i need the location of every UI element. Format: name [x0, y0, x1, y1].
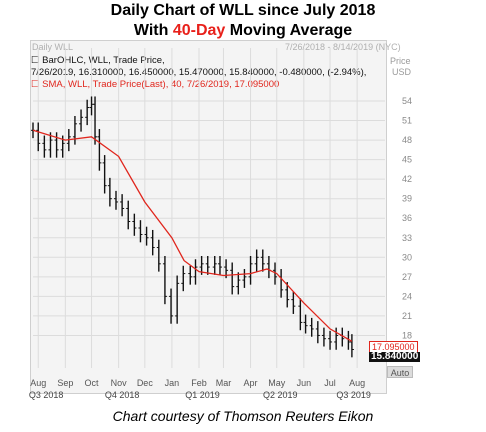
y-tick-label: 18	[402, 330, 412, 340]
quarter-label: Q4 2018	[105, 390, 140, 400]
y-tick-label: 54	[402, 96, 412, 106]
quarter-label: Q3 2018	[29, 390, 64, 400]
subtitle-post: Moving Average	[225, 22, 353, 39]
sma-line	[32, 129, 353, 342]
date-range: 7/26/2018 - 8/14/2019 (NYC)	[285, 42, 401, 52]
y-tick-label: 24	[402, 291, 412, 301]
quarter-label: Q2 2019	[263, 390, 298, 400]
y-tick-label: 21	[402, 311, 412, 321]
price-axis-label: Price	[390, 56, 411, 66]
y-tick-label: 51	[402, 116, 412, 126]
x-tick-label: Feb	[191, 378, 207, 388]
x-tick-label: Aug	[349, 378, 365, 388]
y-tick-label: 27	[402, 272, 412, 282]
subtitle-highlight: 40-Day	[172, 22, 226, 39]
x-tick-label: Jun	[297, 378, 312, 388]
x-tick-label: Jul	[324, 378, 336, 388]
y-tick-label: 30	[402, 252, 412, 262]
legend-ohlc-name: ☐ BarOHLC, WLL, Trade Price,	[31, 55, 165, 66]
y-tick-label: 42	[402, 174, 412, 184]
x-tick-label: Oct	[85, 378, 100, 388]
y-tick-label: 39	[402, 194, 412, 204]
quarter-label: Q3 2019	[336, 390, 371, 400]
x-tick-label: Jan	[165, 378, 180, 388]
y-tick-label: 45	[402, 155, 412, 165]
x-tick-label: May	[268, 378, 286, 388]
auto-scale-button[interactable]: Auto	[387, 366, 413, 378]
x-tick-label: Apr	[244, 378, 258, 388]
legend-sma-text: SMA, WLL, Trade Price(Last), 40, 7/26/20…	[42, 79, 280, 90]
close-value-tag: 15.840000	[369, 351, 421, 362]
panel-label: Daily WLL	[32, 42, 74, 52]
x-tick-label: Aug	[30, 378, 46, 388]
y-tick-label: 48	[402, 135, 412, 145]
chart-title: Daily Chart of WLL since July 2018	[110, 2, 376, 19]
legend-sma: ☐ SMA, WLL, Trade Price(Last), 40, 7/26/…	[31, 79, 280, 90]
x-tick-label: Mar	[216, 378, 232, 388]
chart-caption: Chart courtesy of Thomson Reuters Eikon	[112, 408, 374, 424]
x-tick-label: Sep	[57, 378, 73, 388]
y-tick-label: 36	[402, 213, 412, 223]
currency-label: USD	[392, 67, 412, 77]
quarter-label: Q1 2019	[185, 390, 220, 400]
legend-ohlc-text: BarOHLC, WLL, Trade Price,	[42, 55, 165, 66]
x-tick-label: Nov	[111, 378, 128, 388]
chart-subtitle: With 40-Day Moving Average	[0, 22, 486, 40]
subtitle-pre: With	[133, 22, 173, 39]
x-tick-label: Dec	[137, 378, 154, 388]
y-tick-label: 33	[402, 233, 412, 243]
